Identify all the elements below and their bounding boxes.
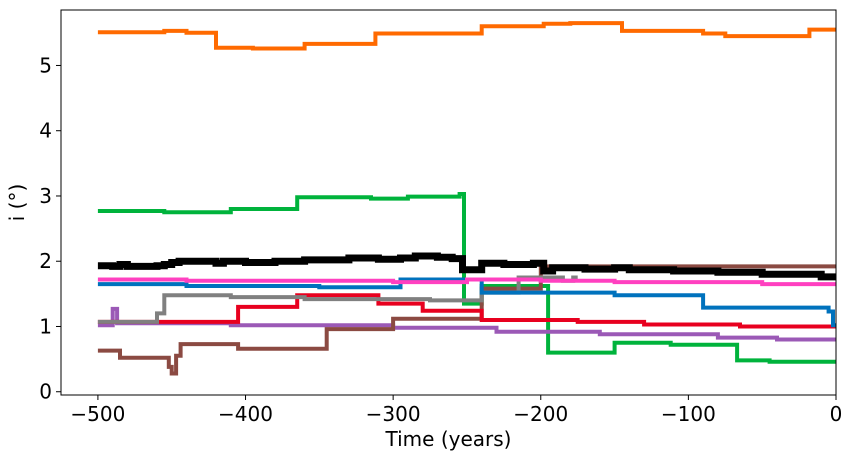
x-tick-label: −500 — [70, 402, 125, 426]
plot-background — [61, 10, 836, 395]
y-axis-label: i (°) — [5, 184, 29, 222]
series-line-1 — [97, 21, 836, 51]
y-tick-label: 3 — [39, 184, 52, 208]
series-line-9 — [97, 252, 836, 281]
x-tick-label: −300 — [366, 402, 421, 426]
series-line-7 — [97, 277, 836, 328]
plot-area — [60, 9, 837, 396]
x-tick-label: −100 — [661, 402, 716, 426]
series-line-3 — [97, 306, 836, 342]
series-line-4 — [97, 264, 836, 376]
y-tick-label: 5 — [39, 53, 52, 77]
series-line-8 — [97, 277, 836, 287]
x-axis: −500 −400 −300 −200 −100 0 — [70, 395, 842, 426]
y-tick-label: 4 — [39, 119, 52, 143]
x-tick-label: 0 — [830, 402, 843, 426]
y-tick-label: 1 — [39, 314, 52, 338]
series-layer — [97, 21, 836, 376]
y-tick-label: 0 — [39, 380, 52, 404]
y-axis: 0 1 2 3 4 5 — [39, 53, 61, 404]
series-line-5 — [97, 293, 836, 329]
plot-frame — [60, 9, 837, 396]
series-line-2 — [97, 192, 836, 364]
x-tick-label: −400 — [218, 402, 273, 426]
x-tick-label: −200 — [513, 402, 568, 426]
x-axis-label: Time (years) — [385, 427, 512, 451]
y-tick-label: 2 — [39, 249, 52, 273]
